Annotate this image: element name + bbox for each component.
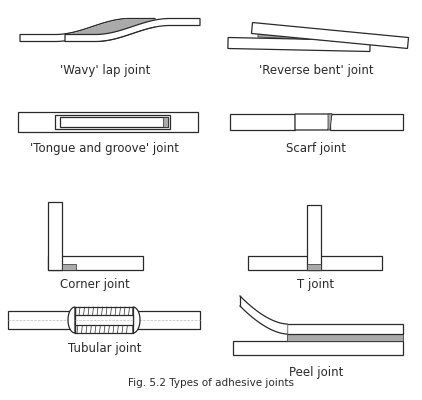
Bar [48,202,62,270]
Bar [287,334,403,341]
Bar [307,264,321,270]
Bar [75,307,133,333]
Bar [233,341,403,355]
Polygon shape [133,307,140,333]
Bar [307,205,321,270]
Polygon shape [295,114,332,130]
Polygon shape [328,114,332,130]
Bar [60,117,168,127]
Bar [62,264,76,270]
Bar [128,311,200,329]
Bar [230,114,295,130]
Text: Tubular joint: Tubular joint [68,342,142,355]
Text: 'Tongue and groove' joint: 'Tongue and groove' joint [30,142,179,155]
Bar [287,324,403,334]
Polygon shape [252,22,408,48]
Bar [163,117,168,127]
Text: Fig. 5.2 Types of adhesive joints: Fig. 5.2 Types of adhesive joints [128,378,294,388]
Bar [48,256,143,270]
Bar [18,112,198,132]
Text: T joint: T joint [298,278,335,291]
Polygon shape [228,38,370,52]
Polygon shape [65,18,200,42]
Text: Scarf joint: Scarf joint [286,142,346,155]
Text: Peel joint: Peel joint [289,366,343,379]
Polygon shape [258,33,370,42]
Bar [330,114,403,130]
Text: Corner joint: Corner joint [60,278,130,291]
Polygon shape [68,307,75,333]
Bar [75,315,133,325]
Polygon shape [20,18,155,42]
Text: 'Reverse bent' joint: 'Reverse bent' joint [259,64,373,77]
Bar [248,256,382,270]
Bar [8,311,80,329]
Bar [55,115,170,129]
Text: 'Wavy' lap joint: 'Wavy' lap joint [60,64,150,77]
